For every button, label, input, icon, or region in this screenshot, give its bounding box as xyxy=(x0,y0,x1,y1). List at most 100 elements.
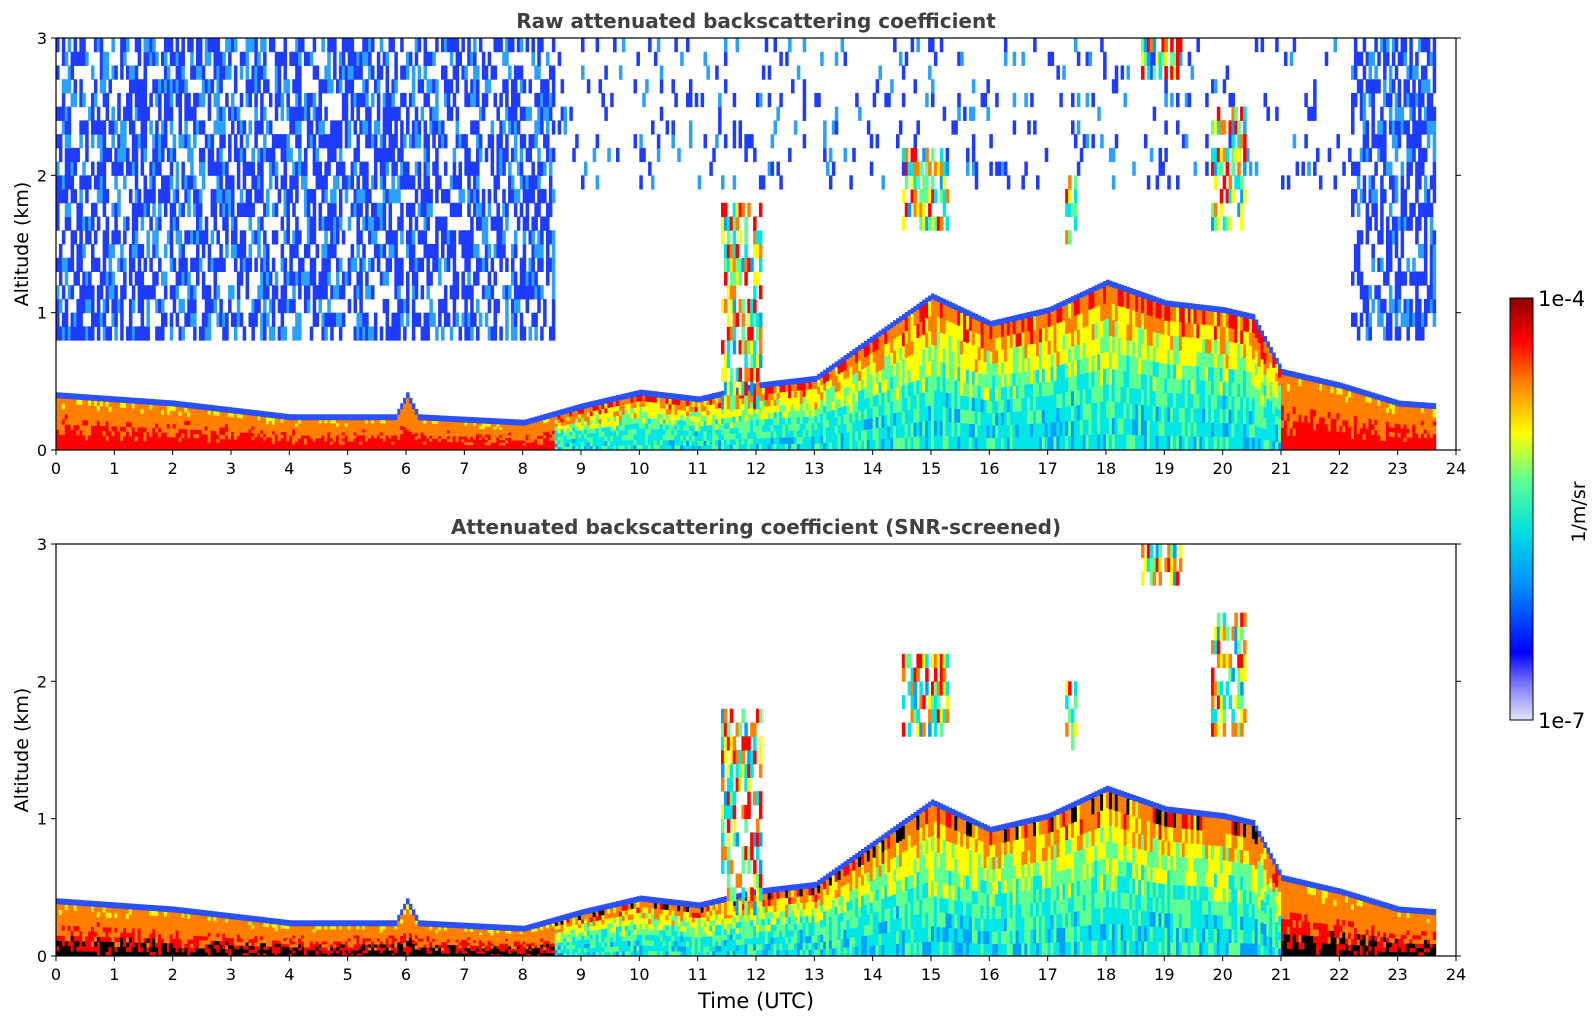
heatmap-cell xyxy=(586,441,591,447)
heatmap-cell xyxy=(528,439,533,443)
heatmap-cell xyxy=(601,440,605,446)
heatmap-cell xyxy=(338,285,343,300)
heatmap-cell xyxy=(96,189,101,204)
heatmap-cell xyxy=(61,92,66,108)
heatmap-cell xyxy=(452,38,457,53)
heatmap-cell xyxy=(327,244,331,259)
heatmap-cell xyxy=(123,147,127,163)
heatmap-cell xyxy=(648,444,652,450)
heatmap-cell xyxy=(117,406,121,413)
heatmap-cell xyxy=(592,410,597,416)
heatmap-cell xyxy=(222,415,226,421)
heatmap-cell xyxy=(169,230,174,245)
heatmap-cell xyxy=(697,445,702,450)
heatmap-cell xyxy=(406,423,410,430)
heatmap-cell xyxy=(633,412,638,419)
heatmap-cell xyxy=(286,271,290,286)
heatmap-cell xyxy=(537,298,541,314)
heatmap-cell xyxy=(88,445,92,450)
heatmap-cell xyxy=(321,419,325,424)
heatmap-cell xyxy=(143,175,148,190)
heatmap-cell xyxy=(280,437,285,442)
heatmap-cell xyxy=(312,106,317,121)
heatmap-cell xyxy=(455,175,460,190)
heatmap-cell xyxy=(758,400,763,408)
heatmap-cell xyxy=(187,175,191,190)
heatmap-cell xyxy=(111,298,115,314)
heatmap-cell xyxy=(120,161,124,176)
heatmap-cell xyxy=(295,312,299,327)
heatmap-cell xyxy=(251,446,255,450)
heatmap-cell xyxy=(703,395,708,402)
heatmap-cell xyxy=(283,202,288,218)
heatmap-cell xyxy=(353,326,358,341)
heatmap-cell xyxy=(531,285,535,300)
heatmap-cell xyxy=(385,428,390,433)
heatmap-cell xyxy=(56,161,60,176)
heatmap-cell xyxy=(490,439,495,443)
heatmap-cell xyxy=(481,417,486,424)
heatmap-cell xyxy=(225,38,229,53)
heatmap-cell xyxy=(228,51,232,66)
heatmap-cell xyxy=(423,230,428,245)
heatmap-cell xyxy=(371,431,375,436)
heatmap-cell xyxy=(499,257,503,272)
heatmap-cell xyxy=(726,439,731,446)
heatmap-cell xyxy=(193,175,197,190)
heatmap-cell xyxy=(73,393,78,400)
heatmap-cell xyxy=(76,399,80,405)
heatmap-cell xyxy=(642,411,646,418)
heatmap-cell xyxy=(715,403,719,409)
heatmap-cell xyxy=(496,423,500,428)
heatmap-cell xyxy=(362,120,366,135)
heatmap-cell xyxy=(473,271,477,286)
heatmap-cell xyxy=(198,257,203,272)
heatmap-cell xyxy=(470,312,474,327)
heatmap-cell xyxy=(534,433,538,437)
heatmap-cell xyxy=(298,65,302,80)
heatmap-cell xyxy=(350,431,355,436)
heatmap-cell xyxy=(233,216,238,231)
heatmap-cell xyxy=(519,285,524,300)
heatmap-cell xyxy=(511,432,515,436)
heatmap-cell xyxy=(633,390,638,397)
heatmap-cell xyxy=(560,414,565,419)
heatmap-cell xyxy=(324,189,328,204)
heatmap-cell xyxy=(618,394,623,401)
heatmap-cell xyxy=(204,421,209,427)
heatmap-cell xyxy=(280,285,285,300)
heatmap-cell xyxy=(554,410,559,417)
heatmap-cell xyxy=(525,447,530,450)
heatmap-cell xyxy=(149,408,153,415)
heatmap-cell xyxy=(248,244,253,259)
heatmap-cell xyxy=(446,427,451,431)
heatmap-cell xyxy=(452,202,457,218)
heatmap-cell xyxy=(67,419,72,425)
heatmap-cell xyxy=(677,409,681,416)
heatmap-cell xyxy=(467,189,471,204)
heatmap-cell xyxy=(665,392,670,399)
heatmap-cell xyxy=(493,426,498,430)
heatmap-cell xyxy=(146,398,150,405)
heatmap-cell xyxy=(522,437,527,441)
heatmap-cell xyxy=(330,38,334,53)
heatmap-cell xyxy=(228,189,232,204)
heatmap-cell xyxy=(330,134,334,149)
heatmap-cell xyxy=(143,408,148,414)
heatmap-cell xyxy=(315,446,320,450)
heatmap-cell xyxy=(516,432,521,436)
heatmap-cell xyxy=(306,298,311,314)
heatmap-cell xyxy=(204,417,209,423)
heatmap-cell xyxy=(397,312,401,327)
heatmap-cell xyxy=(213,202,218,218)
heatmap-cell xyxy=(126,397,130,404)
heatmap-cell xyxy=(589,415,594,421)
heatmap-cell xyxy=(551,423,556,428)
heatmap-cell xyxy=(140,147,145,163)
heatmap-cell xyxy=(627,403,632,409)
heatmap-cell xyxy=(324,425,328,430)
heatmap-cell xyxy=(368,120,372,135)
heatmap-cell xyxy=(295,434,299,439)
heatmap-cell xyxy=(513,92,518,108)
heatmap-cell xyxy=(181,415,185,421)
